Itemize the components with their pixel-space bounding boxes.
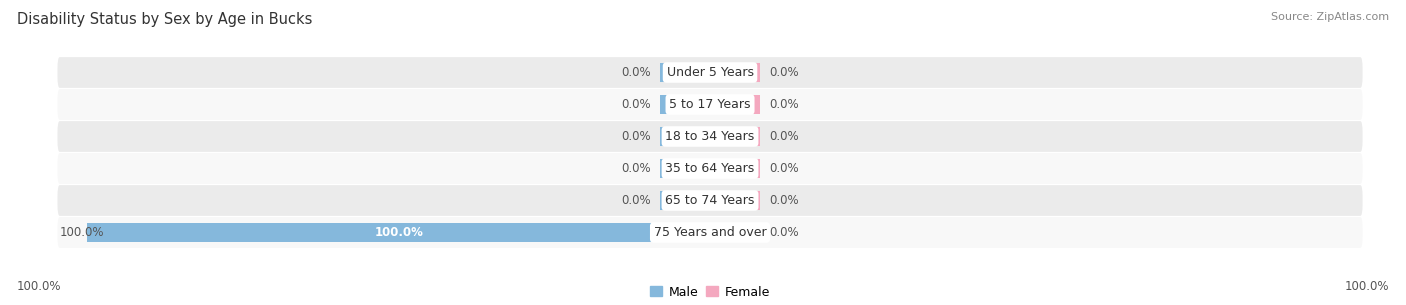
Text: 18 to 34 Years: 18 to 34 Years [665, 130, 755, 143]
Bar [710, 223, 759, 242]
Text: 0.0%: 0.0% [621, 194, 651, 207]
Text: Under 5 Years: Under 5 Years [666, 66, 754, 79]
Text: 5 to 17 Years: 5 to 17 Years [669, 98, 751, 111]
Bar [710, 63, 759, 82]
Text: 0.0%: 0.0% [621, 130, 651, 143]
Text: 65 to 74 Years: 65 to 74 Years [665, 194, 755, 207]
FancyBboxPatch shape [58, 57, 1362, 88]
Text: 100.0%: 100.0% [1344, 280, 1389, 293]
Text: Disability Status by Sex by Age in Bucks: Disability Status by Sex by Age in Bucks [17, 12, 312, 27]
Bar [710, 95, 759, 114]
Bar [87, 223, 710, 242]
Text: Source: ZipAtlas.com: Source: ZipAtlas.com [1271, 12, 1389, 22]
Text: 35 to 64 Years: 35 to 64 Years [665, 162, 755, 175]
Text: 0.0%: 0.0% [621, 162, 651, 175]
Bar [661, 95, 710, 114]
FancyBboxPatch shape [58, 185, 1362, 216]
Text: 0.0%: 0.0% [621, 66, 651, 79]
Text: 0.0%: 0.0% [769, 66, 799, 79]
Bar [710, 159, 759, 178]
Text: 100.0%: 100.0% [17, 280, 62, 293]
Bar [661, 191, 710, 210]
Text: 0.0%: 0.0% [769, 194, 799, 207]
Text: 75 Years and over: 75 Years and over [654, 226, 766, 239]
Bar [710, 191, 759, 210]
FancyBboxPatch shape [58, 89, 1362, 120]
Text: 0.0%: 0.0% [769, 162, 799, 175]
Bar [710, 127, 759, 146]
Bar [661, 63, 710, 82]
Text: 0.0%: 0.0% [769, 226, 799, 239]
Text: 0.0%: 0.0% [621, 98, 651, 111]
Text: 100.0%: 100.0% [374, 226, 423, 239]
Legend: Male, Female: Male, Female [650, 285, 770, 299]
FancyBboxPatch shape [58, 153, 1362, 184]
Bar [661, 127, 710, 146]
Text: 0.0%: 0.0% [769, 130, 799, 143]
Bar [661, 159, 710, 178]
FancyBboxPatch shape [58, 121, 1362, 152]
FancyBboxPatch shape [58, 217, 1362, 248]
Text: 0.0%: 0.0% [769, 98, 799, 111]
Text: 100.0%: 100.0% [59, 226, 104, 239]
